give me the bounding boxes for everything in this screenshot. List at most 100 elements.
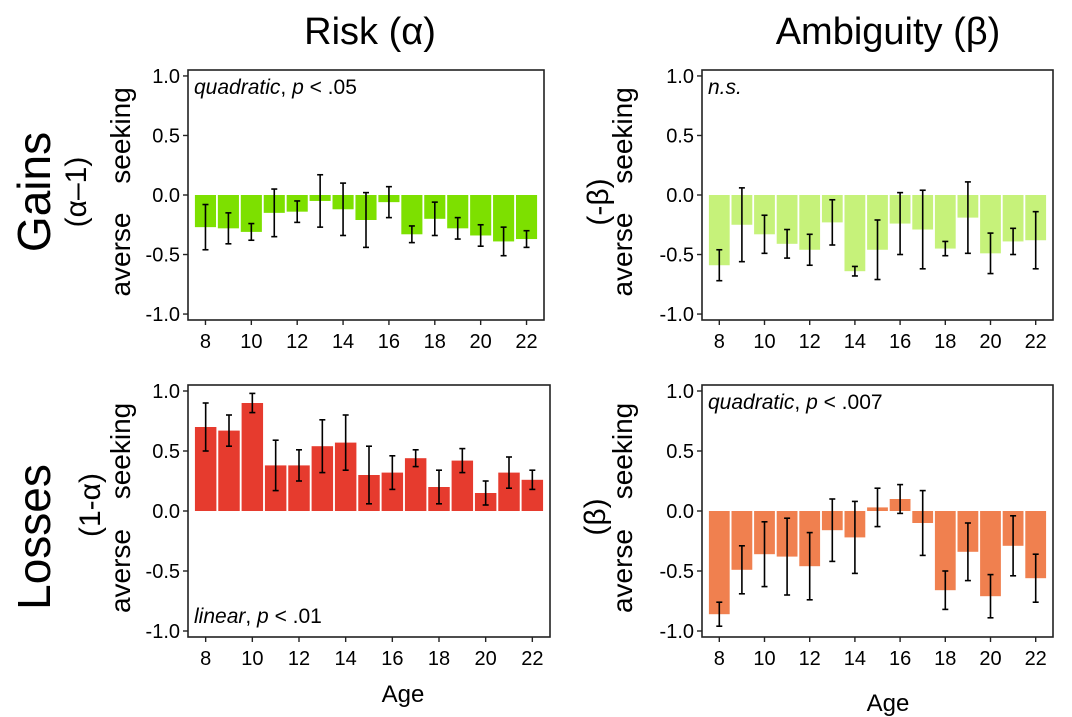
error-bar — [1010, 514, 1017, 577]
error-bar — [202, 203, 209, 251]
y-tick-label: 0.5 — [666, 125, 694, 147]
error-bar — [431, 201, 438, 237]
error-bar — [202, 402, 209, 452]
error-bar — [294, 200, 301, 224]
panel-gains-risk: -1.0 -0.5 0.0 0.5 1.0 8 10 12 14 16 18 20 22 seeking a… — [105, 66, 545, 353]
bar — [708, 511, 730, 615]
error-bar — [226, 414, 232, 448]
y-tick-label: 1.0 — [152, 381, 180, 403]
y-tick-label: 1.0 — [666, 381, 694, 403]
x-tick-label: 22 — [515, 331, 537, 353]
x-tick-label: 12 — [799, 648, 821, 670]
x-tick-label: 12 — [288, 648, 310, 670]
y-tick-label: -0.5 — [660, 245, 694, 267]
x-tick-label: 12 — [799, 331, 821, 353]
bar — [980, 511, 1001, 597]
error-bar — [385, 185, 392, 219]
x-tick-label: 12 — [286, 331, 308, 353]
error-bar — [506, 456, 512, 490]
y-tick-label: -1.0 — [146, 621, 180, 643]
panel-losses-risk: -1.0 -0.5 0.0 0.5 1.0 8 10 12 14 16 18 20 22 seeking a… — [105, 381, 551, 670]
x-tick-label: 16 — [889, 648, 911, 670]
x-tick-label: 16 — [889, 331, 911, 353]
error-bar — [761, 214, 768, 255]
y-tick-label: 1.0 — [666, 66, 694, 88]
seeking-label: seeking — [607, 403, 638, 500]
bar — [934, 195, 956, 249]
x-tick-label: 10 — [753, 648, 775, 670]
error-bar — [806, 531, 813, 601]
averse-label: averse — [105, 529, 136, 613]
error-bar — [897, 191, 904, 256]
x-tick-label: 8 — [200, 331, 211, 353]
x-tick-label: 20 — [979, 648, 1001, 670]
error-bar — [342, 414, 349, 472]
error-bar — [500, 226, 507, 257]
ylabel-losses-ambiguity: (β) — [579, 498, 612, 535]
seeking-label: seeking — [105, 87, 136, 184]
row-title-losses: Losses — [8, 464, 60, 610]
error-bar — [919, 189, 926, 270]
bar — [776, 195, 798, 244]
error-bar — [272, 439, 279, 492]
bar — [447, 195, 469, 229]
bar — [334, 442, 357, 511]
error-bar — [851, 500, 858, 575]
y-tick-label: -0.5 — [146, 561, 180, 583]
y-tick-label: 1.0 — [152, 66, 180, 88]
error-bar — [942, 570, 949, 611]
bar — [217, 195, 239, 229]
error-bar — [529, 469, 536, 491]
panel-gains-ambiguity: -1.0 -0.5 0.0 0.5 1.0 8 10 12 14 16 18 20 22 seeking a… — [607, 66, 1054, 353]
bar — [194, 427, 217, 511]
error-bar — [366, 445, 372, 505]
error-bar — [964, 522, 971, 582]
seeking-label: seeking — [607, 87, 638, 184]
x-tick-label: 20 — [470, 331, 492, 353]
bar — [493, 195, 515, 242]
y-tick-label: -0.5 — [660, 561, 694, 583]
bar — [381, 472, 404, 511]
stat-annotation: quadratic, p < .05 — [194, 76, 357, 99]
bar — [1002, 195, 1024, 242]
xlabel-ambiguity: Age — [867, 690, 910, 717]
error-bar — [806, 233, 813, 267]
bar — [451, 460, 474, 511]
x-tick-label: 20 — [979, 331, 1001, 353]
error-bar — [987, 232, 994, 275]
x-tick-label: 8 — [714, 648, 725, 670]
x-tick-label: 16 — [378, 331, 400, 353]
y-tick-label: -1.0 — [660, 304, 694, 326]
ylabel-gains-ambiguity: (-β) — [582, 178, 615, 225]
stat-annotation: quadratic, p < .007 — [708, 391, 883, 414]
bar — [288, 465, 310, 511]
y-tick-label: 0.5 — [152, 441, 180, 463]
column-title-risk: Risk (α) — [304, 11, 436, 53]
averse-label: averse — [105, 212, 136, 296]
bar — [240, 195, 262, 232]
error-bar — [249, 392, 256, 414]
column-title-ambiguity: Ambiguity (β) — [776, 11, 1001, 53]
error-bar — [716, 601, 723, 628]
x-tick-label: 18 — [428, 648, 450, 670]
x-tick-label: 10 — [241, 648, 263, 670]
bar — [515, 195, 538, 240]
seeking-label: seeking — [105, 403, 136, 500]
row-subtitle-losses: (1-α) — [74, 473, 107, 537]
y-tick-label: -1.0 — [660, 621, 694, 643]
error-bar — [919, 489, 926, 557]
row-title-gains: Gains — [8, 132, 60, 252]
averse-label: averse — [607, 212, 638, 296]
x-tick-label: 10 — [753, 331, 775, 353]
error-bar — [1032, 553, 1039, 604]
x-tick-label: 14 — [844, 648, 866, 670]
bar — [934, 511, 956, 591]
panel-losses-ambiguity: -1.0 -0.5 0.0 0.5 1.0 8 10 12 14 16 18 20 22 seeking a… — [607, 381, 1054, 670]
y-tick-label: -1.0 — [146, 304, 180, 326]
stat-annotation: linear, p < .01 — [194, 605, 322, 628]
bar — [498, 472, 520, 511]
xlabel-risk: Age — [382, 681, 425, 708]
bar — [470, 195, 492, 236]
error-bar — [477, 223, 484, 247]
